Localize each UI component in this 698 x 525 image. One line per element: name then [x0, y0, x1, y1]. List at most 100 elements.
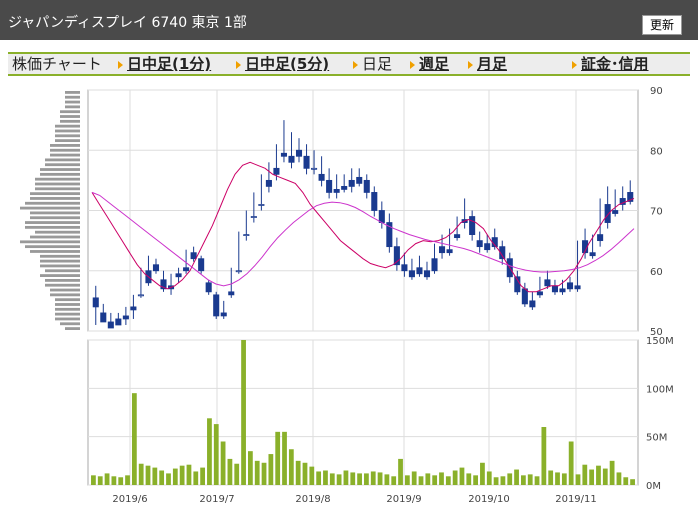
arrow-icon: [572, 60, 577, 69]
profile-bar: [55, 317, 80, 321]
candle-body: [107, 321, 114, 329]
candle-body: [228, 291, 235, 296]
candle-body: [318, 173, 325, 181]
volume-bar: [118, 477, 124, 485]
candle-body: [183, 267, 190, 272]
profile-bar: [45, 278, 80, 282]
tab-monthly[interactable]: 月足: [468, 54, 507, 74]
volume-bar: [213, 424, 219, 485]
profile-bar: [35, 230, 80, 234]
chart-tab-bar: 株価チャート 日中足(1分) 日中足(5分) 日足 週足 月足 証金･信用: [8, 52, 690, 76]
arrow-icon: [410, 60, 415, 69]
grid: [88, 89, 638, 486]
profile-bar: [45, 158, 80, 162]
volume-bar: [609, 460, 615, 485]
volume-bar: [275, 431, 281, 485]
candle-body: [378, 210, 385, 223]
candle-body: [627, 192, 634, 202]
profile-bar: [30, 192, 80, 196]
candle-body: [130, 306, 137, 311]
volume-bar: [295, 460, 301, 485]
date-tick-label: 2019/6: [112, 494, 147, 505]
volume-bar: [316, 471, 322, 485]
tab-daily[interactable]: 日足: [353, 54, 392, 74]
tab-intraday-5min[interactable]: 日中足(5分): [236, 54, 329, 74]
candle-body: [551, 285, 558, 293]
volume-bar: [200, 467, 206, 485]
candle-body: [446, 249, 453, 254]
candle-body: [499, 246, 506, 260]
profile-bar: [65, 100, 80, 104]
volume-bar: [582, 464, 588, 485]
volume-bar: [309, 466, 315, 485]
profile-bar: [40, 264, 80, 268]
volume-bar: [91, 475, 96, 485]
date-tick-label: 2019/11: [555, 494, 597, 505]
candle-body: [115, 318, 122, 326]
volume-bar: [104, 473, 110, 485]
tab-intraday-1min[interactable]: 日中足(1分): [118, 54, 211, 74]
volume-bar: [302, 462, 308, 485]
volume-tick-label: 50M: [646, 433, 667, 444]
profile-bar: [40, 172, 80, 176]
tab-label: 証金･信用: [581, 55, 649, 73]
candle-body: [371, 192, 378, 211]
candle-body: [288, 155, 295, 163]
candle-body: [356, 176, 363, 184]
candle-body: [175, 273, 182, 278]
profile-bar: [55, 298, 80, 302]
tab-stock-chart: 株価チャート: [12, 55, 102, 73]
profile-bar: [30, 235, 80, 239]
price-volume-profile: [20, 91, 80, 330]
price-tick-label: 60: [650, 267, 663, 278]
candle-body: [311, 167, 318, 170]
date-tick-label: 2019/8: [295, 494, 330, 505]
volume-bar: [227, 458, 233, 485]
price-tick-label: 90: [650, 86, 663, 97]
candle-body: [559, 288, 566, 293]
volume-bar: [152, 467, 158, 485]
arrow-icon: [236, 60, 241, 69]
profile-bar: [50, 153, 80, 157]
candle-body: [423, 270, 431, 278]
candle-body: [484, 243, 491, 251]
candle-body: [213, 294, 220, 317]
volume-bar: [159, 470, 165, 485]
volume-bars: [91, 340, 635, 485]
volume-bar: [480, 462, 485, 485]
date-tick-label: 2019/10: [468, 494, 510, 505]
candle-body: [521, 288, 528, 305]
candle-body: [574, 285, 581, 290]
volume-bar: [207, 418, 212, 485]
profile-bar: [30, 197, 80, 200]
tab-margin-credit[interactable]: 証金･信用: [572, 54, 649, 74]
volume-bar: [166, 473, 171, 485]
tab-label: 日足: [362, 55, 393, 73]
candle-body: [220, 312, 227, 317]
volume-bar: [350, 472, 356, 485]
volume-bar: [425, 473, 431, 485]
profile-bar: [50, 293, 80, 297]
volume-bar: [254, 460, 260, 485]
volume-bar: [602, 468, 608, 485]
volume-bar: [288, 449, 294, 485]
tab-label: 日中足(5分): [245, 55, 330, 73]
candle-body: [612, 210, 619, 214]
profile-bar: [55, 134, 80, 138]
tab-label: 日中足(1分): [127, 55, 212, 73]
profile-bar: [40, 274, 80, 277]
ma-short-line: [91, 161, 635, 293]
price-tick-label: 50: [650, 327, 663, 338]
candle-body: [597, 234, 604, 242]
ma-long-line: [91, 191, 635, 287]
tab-weekly[interactable]: 週足: [410, 54, 449, 74]
volume-bar: [398, 458, 403, 485]
volume-bar: [261, 462, 267, 485]
candle-body: [363, 179, 370, 193]
profile-bar: [55, 307, 80, 311]
refresh-button[interactable]: 更新: [642, 15, 682, 35]
candle-body: [476, 240, 483, 248]
profile-bar: [30, 250, 80, 253]
volume-bar: [589, 469, 595, 485]
stock-title: ジャパンディスプレイ 6740 東京 1部: [8, 15, 247, 31]
